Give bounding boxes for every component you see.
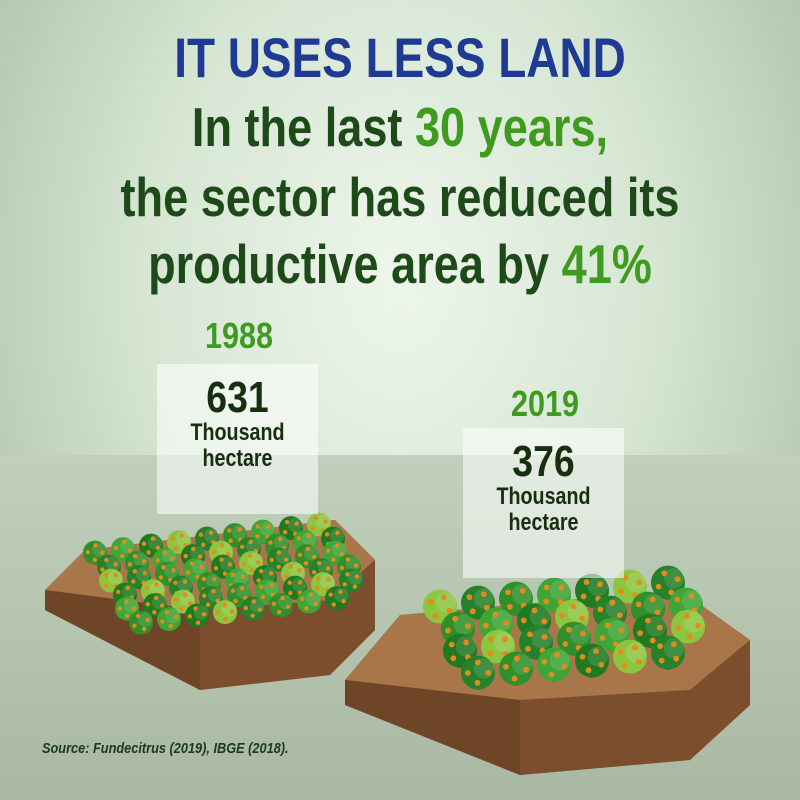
subtitle-line-1-prefix: In the last — [191, 96, 403, 158]
unit-line-1-2019: Thousand — [496, 483, 591, 510]
orange-tree — [307, 512, 331, 537]
subtitle-line-3: productive area by 41% — [72, 237, 728, 292]
orange-tree — [111, 537, 135, 562]
orange-tree — [239, 551, 263, 576]
unit-line-1-1988: Thousand — [190, 419, 285, 446]
source-note: Source: Fundecitrus (2019), IBGE (2018). — [42, 740, 289, 757]
orange-tree — [671, 609, 705, 644]
orange-tree — [461, 655, 495, 690]
orange-tree — [325, 586, 349, 611]
unit-line-2-1988: hectare — [202, 445, 273, 473]
value-panel-2019: 376 Thousand hectare — [463, 428, 624, 578]
value-panel-1988: 631 Thousand hectare — [157, 364, 318, 514]
unit-line-2-2019: hectare — [508, 509, 579, 537]
page-title: IT USES LESS LAND — [174, 26, 626, 89]
orange-tree — [537, 647, 571, 682]
subtitle-line-1: In the last 30 years, — [72, 100, 728, 155]
orange-tree — [423, 589, 457, 624]
orange-tree — [297, 589, 321, 614]
highlight-percentage: 41% — [561, 233, 652, 295]
orange-tree — [213, 600, 237, 625]
orange-tree — [185, 603, 209, 628]
orange-tree — [651, 635, 685, 670]
orange-tree — [339, 568, 363, 593]
orange-tree — [575, 643, 609, 678]
orange-tree — [499, 651, 533, 686]
trees-1988 — [83, 512, 363, 635]
value-2019: 376 — [512, 437, 575, 486]
value-1988: 631 — [206, 373, 269, 422]
orange-tree — [157, 607, 181, 632]
subtitle-line-3-prefix: productive area by — [148, 233, 550, 295]
orange-tree — [143, 593, 167, 618]
year-label-2019: 2019 — [511, 383, 580, 424]
highlight-30-years: 30 years, — [414, 96, 609, 158]
orange-tree — [129, 610, 153, 635]
orange-tree — [269, 593, 293, 618]
trees-2019 — [423, 565, 705, 690]
orange-tree — [613, 639, 647, 674]
orange-tree — [241, 596, 265, 621]
year-label-1988: 1988 — [205, 315, 274, 356]
orange-tree — [115, 596, 139, 621]
subtitle-line-2: the sector has reduced its — [120, 166, 680, 228]
